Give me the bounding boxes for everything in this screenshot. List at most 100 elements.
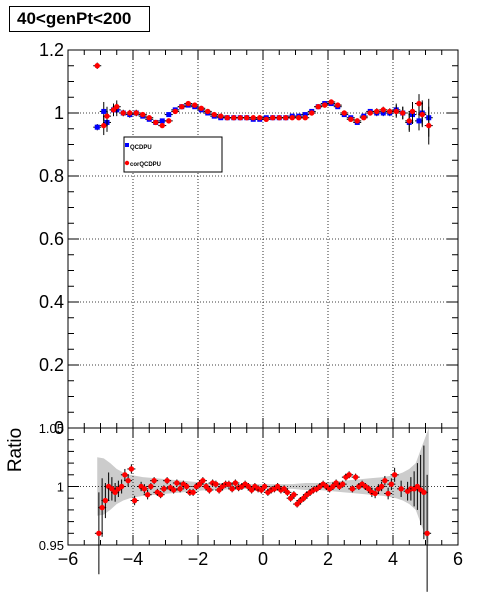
data-point-circle — [294, 501, 300, 507]
data-point-circle — [133, 110, 139, 116]
data-point-circle — [406, 118, 412, 124]
data-point-circle — [114, 104, 120, 110]
data-point-circle — [348, 116, 354, 123]
data-point-circle — [179, 104, 185, 110]
data-point-circle — [213, 481, 219, 487]
data-point-circle — [196, 481, 203, 487]
data-point-circle — [200, 477, 206, 484]
data-point-circle — [283, 115, 289, 121]
legend-label-qcdpu: QCDPU — [130, 145, 152, 151]
data-point-circle — [302, 115, 308, 121]
data-point-circle — [416, 100, 422, 107]
data-point-circle — [250, 115, 256, 121]
data-point-circle — [183, 483, 190, 490]
data-point-circle — [315, 104, 321, 110]
data-point-circle — [237, 115, 243, 121]
data-point-circle — [203, 483, 209, 490]
y-tick-label: 0.2 — [39, 355, 64, 375]
data-point-circle — [128, 466, 135, 472]
x-tick-label: 6 — [453, 549, 463, 569]
data-point-circle — [232, 480, 239, 486]
data-point-circle — [226, 481, 232, 487]
data-point-circle — [289, 115, 295, 121]
data-point-circle — [122, 472, 128, 478]
data-point-circle — [198, 105, 204, 111]
data-point-circle — [146, 115, 152, 121]
y-tick-label: 1.2 — [39, 40, 64, 60]
data-point-circle — [387, 108, 393, 115]
data-point-square — [94, 124, 100, 130]
data-point-circle — [300, 495, 307, 501]
data-point-circle — [391, 472, 398, 478]
data-point-circle — [426, 122, 432, 129]
y-tick-label: 1 — [57, 480, 64, 495]
data-point-circle — [330, 483, 336, 490]
data-point-circle — [378, 483, 385, 490]
data-point-circle — [148, 483, 154, 490]
data-point-circle — [352, 474, 359, 480]
y-tick-label: 0.8 — [39, 166, 64, 186]
data-point-circle — [141, 486, 148, 492]
data-point-square — [101, 108, 107, 114]
data-point-circle — [372, 490, 378, 497]
legend: QCDPU corQCDPU — [123, 136, 223, 173]
data-point-circle — [398, 486, 404, 492]
data-point-circle — [206, 487, 213, 493]
data-point-circle — [177, 486, 183, 492]
y-tick-label: 0.95 — [39, 538, 64, 553]
data-point-circle — [205, 108, 211, 115]
data-point-circle — [335, 102, 341, 108]
data-point-circle — [153, 119, 159, 126]
data-point-circle — [244, 115, 250, 121]
y-tick-label: 1.05 — [39, 421, 64, 436]
data-point-circle — [131, 497, 138, 504]
data-point-circle — [144, 491, 151, 498]
data-point-circle — [400, 110, 406, 116]
x-tick-label: 2 — [323, 549, 333, 569]
data-point-circle — [161, 486, 167, 492]
data-point-circle — [248, 487, 255, 493]
y-tick-label: 0.6 — [39, 229, 64, 249]
data-point-circle — [190, 489, 196, 496]
data-point-circle — [380, 107, 386, 113]
data-point-circle — [419, 111, 425, 118]
data-point-circle — [284, 489, 291, 496]
data-point-circle — [96, 530, 102, 536]
data-point-circle — [224, 115, 230, 121]
y-tick-label: 1 — [54, 103, 64, 123]
legend-box — [123, 136, 223, 173]
main-panel: 0 0.2 0.4 0.6 0.8 1 1.2 QCDPU corQCDPU — [39, 40, 459, 438]
data-point-circle — [192, 102, 198, 108]
data-point-circle — [322, 102, 328, 108]
data-point-circle — [361, 115, 367, 121]
data-point-circle — [99, 504, 105, 511]
data-point-circle — [172, 108, 178, 115]
data-point-circle — [112, 489, 118, 496]
data-point-circle — [125, 477, 131, 484]
data-point-circle — [109, 486, 115, 492]
data-point-circle — [170, 487, 177, 493]
x-tick-label: 4 — [388, 549, 398, 569]
data-point-circle — [385, 490, 391, 497]
data-point-circle — [341, 110, 347, 116]
data-point-circle — [291, 491, 297, 498]
data-point-circle — [270, 115, 276, 121]
data-point-circle — [333, 480, 339, 486]
data-point-circle — [276, 115, 282, 121]
data-point-circle — [118, 483, 125, 490]
data-point-circle — [157, 491, 164, 498]
data-point-circle — [349, 486, 356, 492]
data-point-circle — [229, 486, 235, 492]
data-point-circle — [309, 110, 315, 116]
data-point-square — [302, 112, 308, 118]
data-point-circle — [365, 486, 372, 492]
data-point-circle — [185, 100, 191, 107]
data-point-circle — [257, 115, 263, 121]
data-point-circle — [382, 477, 388, 484]
data-point-circle — [245, 483, 252, 490]
data-point-circle — [328, 99, 334, 105]
data-point-circle — [346, 472, 352, 478]
data-point-circle — [421, 489, 427, 496]
data-point-circle — [354, 118, 360, 124]
data-point-circle — [164, 477, 170, 484]
